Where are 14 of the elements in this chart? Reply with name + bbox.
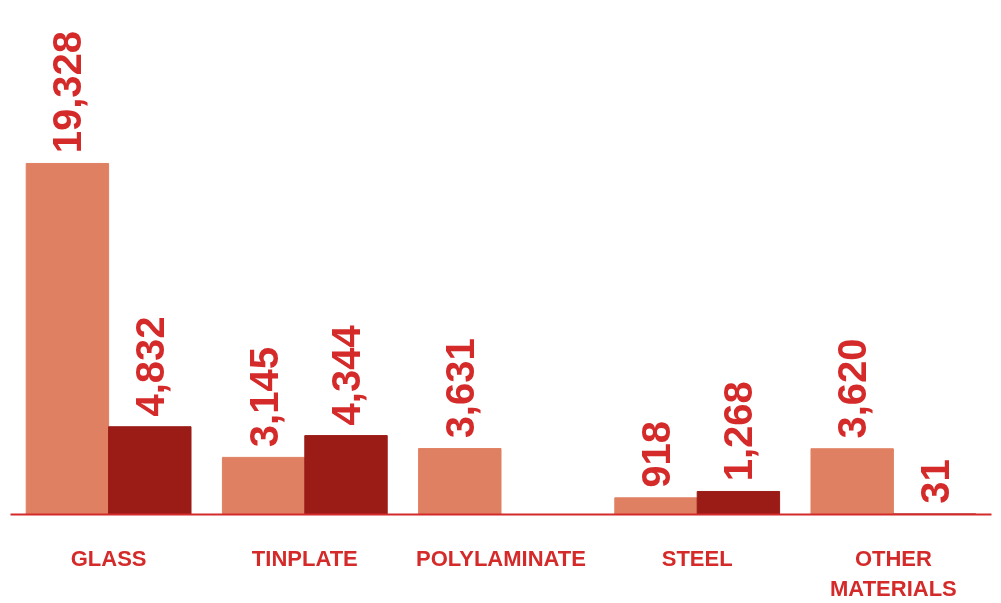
data-label: 3,620 — [830, 338, 875, 439]
x-tick-label: STEEL — [661, 545, 733, 571]
data-label: 19,328 — [45, 30, 90, 154]
data-label: 3,631 — [437, 338, 482, 439]
data-label: 31 — [912, 459, 957, 504]
x-tick-label: GLASS — [70, 545, 147, 571]
x-tick-label: TINPLATE — [251, 545, 358, 571]
data-label: 4,344 — [324, 324, 368, 426]
x-tick-label: POLYLAMINATE — [416, 545, 586, 571]
data-label: 3,145 — [241, 347, 286, 448]
x-tick-label: OTHER MATERIALS — [830, 545, 957, 601]
data-label: 4,832 — [127, 316, 172, 417]
data-label: 1,268 — [716, 381, 761, 482]
data-label: 918 — [634, 420, 678, 488]
